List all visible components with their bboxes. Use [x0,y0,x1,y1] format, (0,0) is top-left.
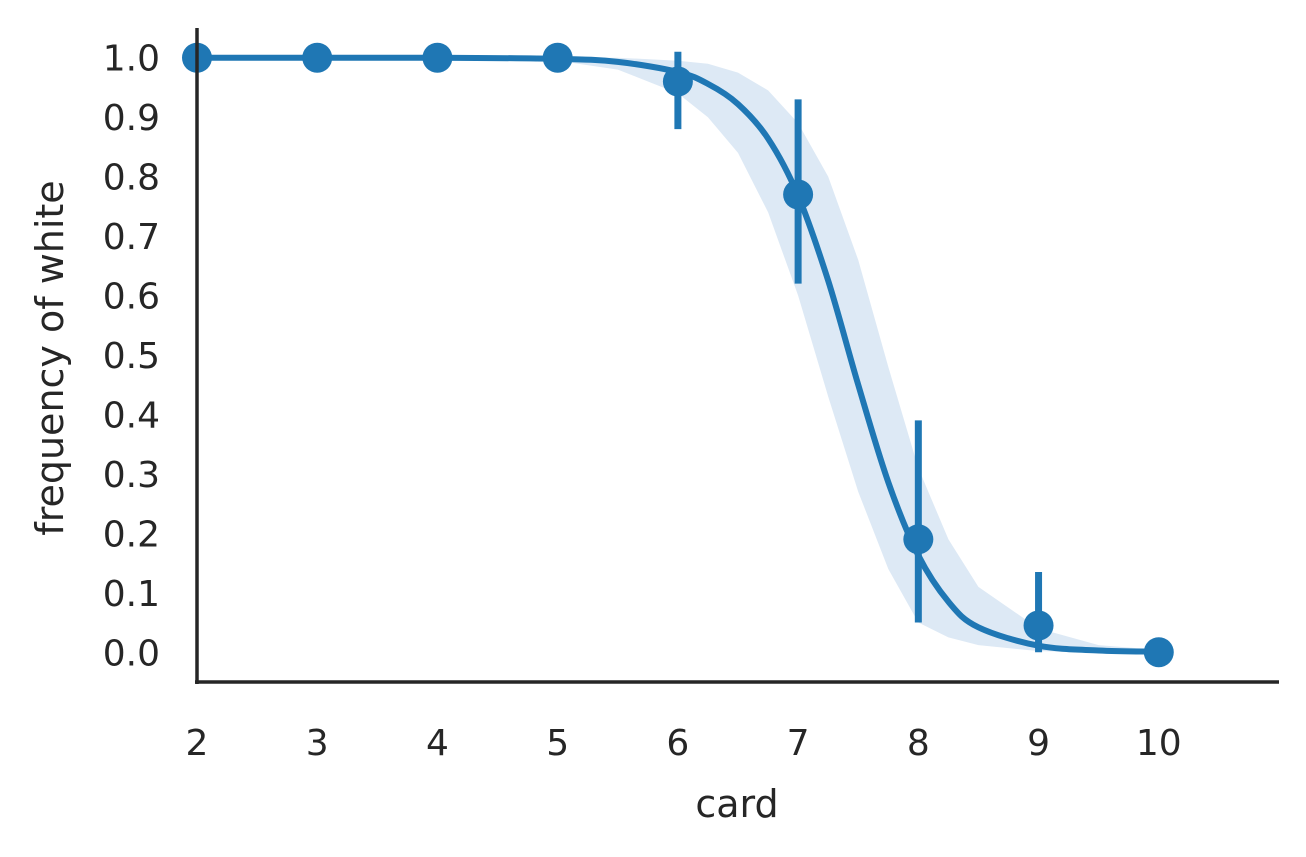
data-point [542,42,573,73]
data-point [1143,637,1174,668]
y-tick-label: 0.5 [103,336,160,377]
x-tick-label: 7 [787,723,810,764]
y-tick-label: 0.2 [103,514,160,555]
y-tick-labels: 0.0 0.1 0.2 0.3 0.4 0.5 0.6 0.7 0.8 0.9 1.0 [103,39,160,675]
fit-curve [194,54,1162,655]
x-tick-label: 6 [666,723,689,764]
data-point [1023,610,1054,641]
x-tick-label: 10 [1136,723,1182,764]
y-tick-label: 1.0 [103,39,160,80]
x-tick-label: 5 [546,723,569,764]
y-tick-label: 0.9 [103,98,160,139]
x-tick-labels: 2 3 4 5 6 7 8 9 10 [186,723,1182,764]
x-tick-label: 3 [306,723,329,764]
confidence-band-layer [197,57,1159,653]
point-layer [182,42,1174,668]
x-axis-title: card [695,782,778,826]
x-tick-label: 9 [1027,723,1050,764]
data-point [783,179,814,210]
x-tick-label: 4 [426,723,449,764]
data-point [302,42,333,73]
y-tick-label: 0.8 [103,158,160,199]
x-tick-label: 8 [907,723,930,764]
y-tick-label: 0.7 [103,217,160,258]
x-tick-label: 2 [186,723,209,764]
confidence-band [197,57,1159,653]
fit-curve-layer [194,54,1162,655]
y-tick-label: 0.1 [103,574,160,615]
y-tick-label: 0.6 [103,277,160,318]
data-point [662,66,693,97]
y-tick-label: 0.3 [103,455,160,496]
data-point [422,42,453,73]
y-axis-title: frequency of white [28,180,72,535]
y-tick-label: 0.4 [103,395,160,436]
data-point [903,524,934,555]
y-tick-label: 0.0 [103,633,160,674]
